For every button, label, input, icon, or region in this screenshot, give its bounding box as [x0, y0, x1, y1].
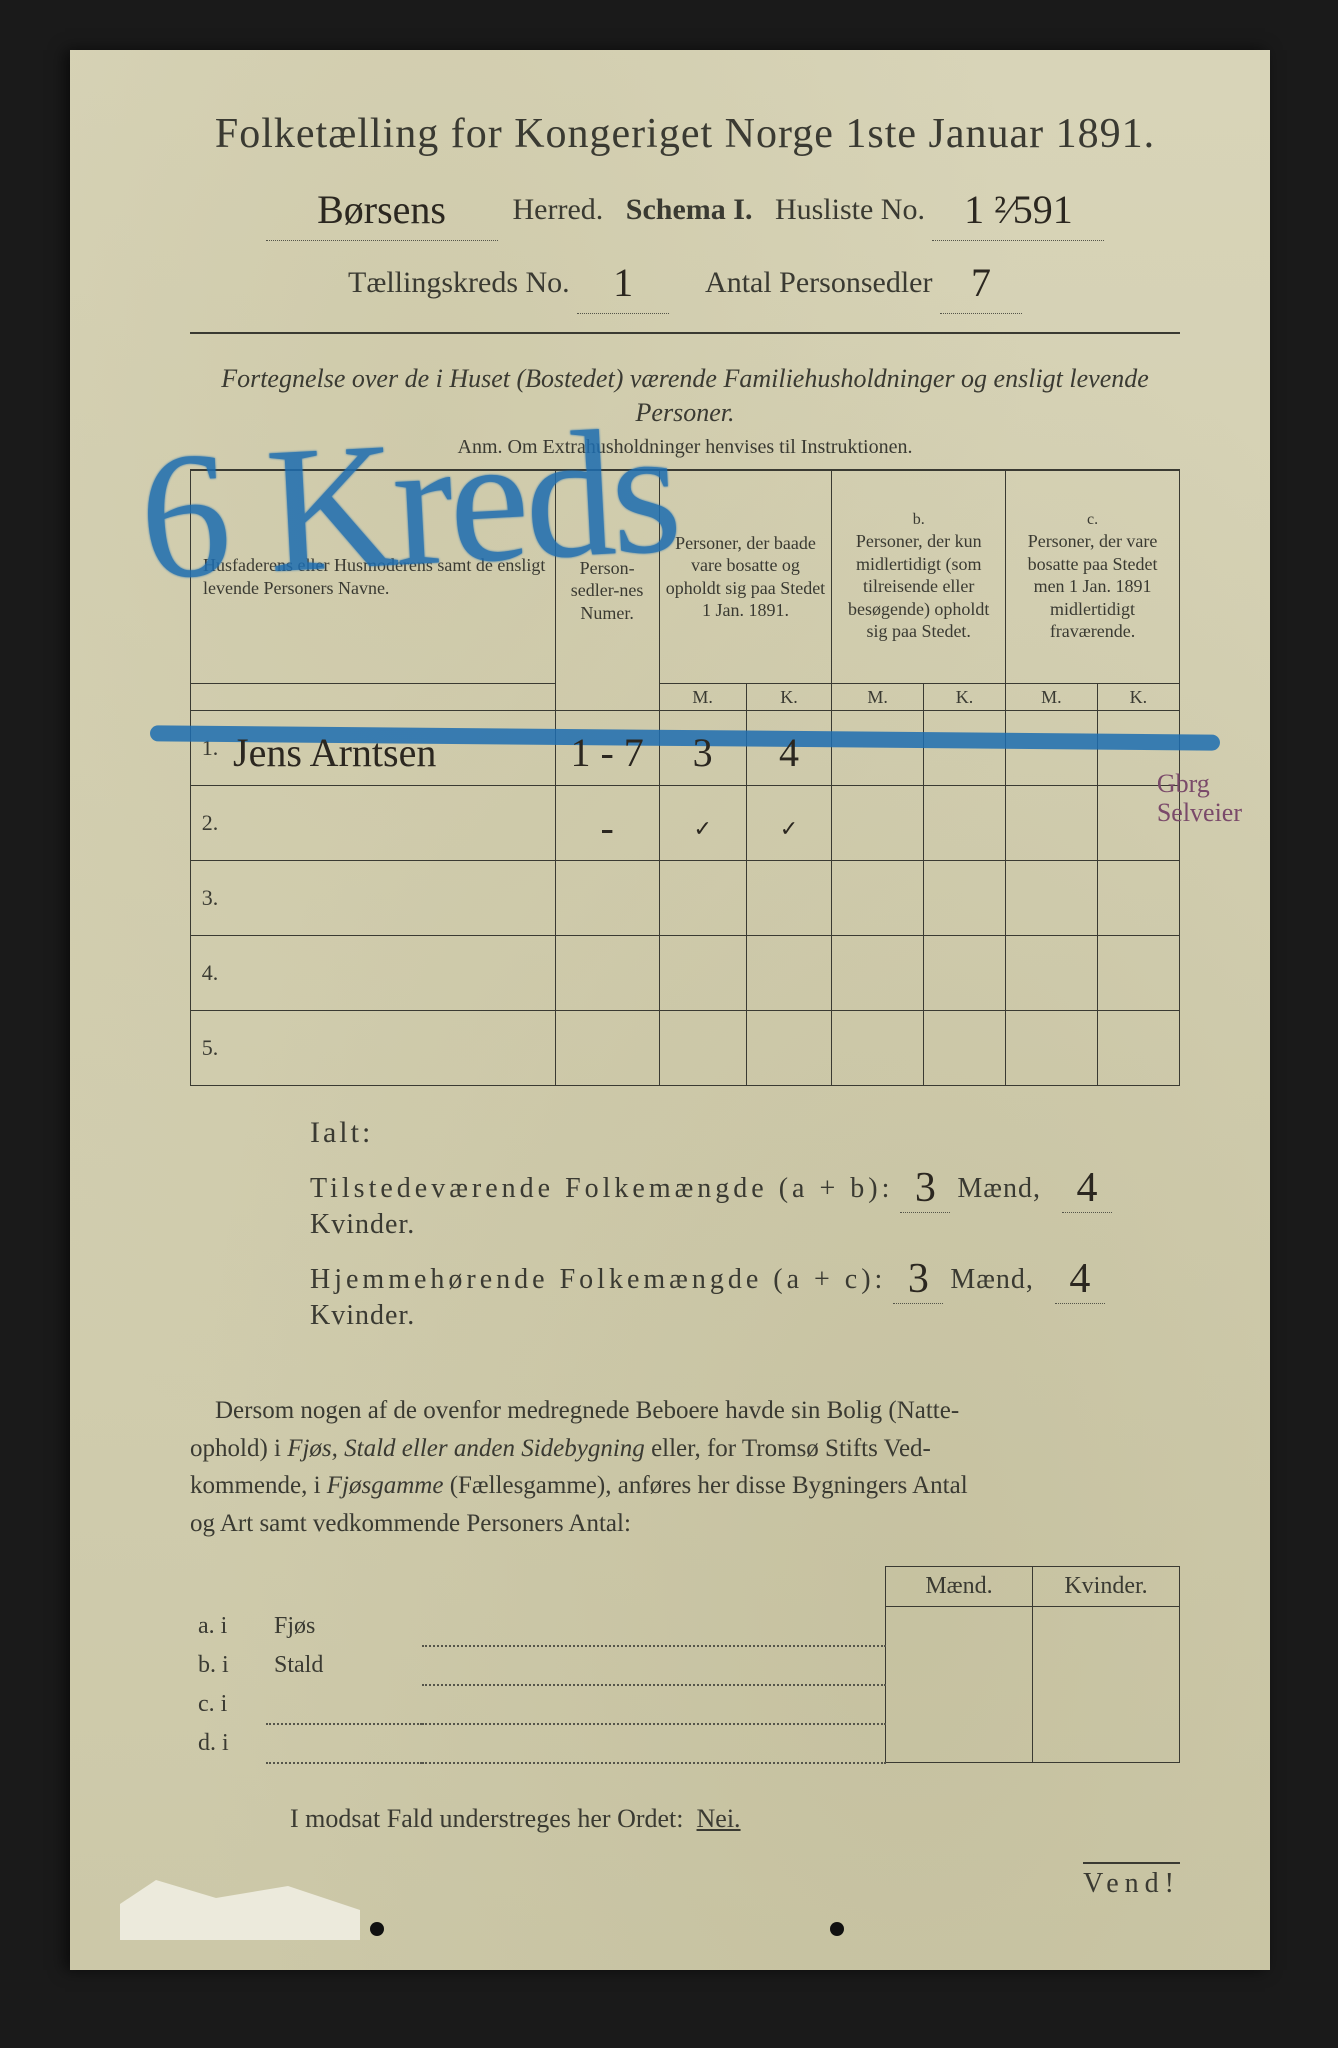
- sub-row: a. i Fjøs: [190, 1607, 1180, 1646]
- totals-heading: Ialt:: [310, 1116, 1180, 1150]
- th-a-k: K.: [746, 683, 832, 711]
- margin-note: Gbrg Selveier: [1157, 770, 1242, 827]
- sub-col-m: Mænd.: [886, 1567, 1033, 1607]
- outbuilding-table: Mænd. Kvinder. a. i Fjøs b. i Stald c. i…: [190, 1566, 1180, 1764]
- census-form-page: Folketælling for Kongeriget Norge 1ste J…: [70, 50, 1270, 1970]
- row1-name: Jens Arntsen: [233, 729, 436, 776]
- th-b-k: K.: [923, 683, 1005, 711]
- total-row1-label: Tilstedeværende Folkemængde (a + b):: [310, 1173, 893, 1205]
- total-row2-m: 3: [893, 1255, 943, 1304]
- total-row2-label: Hjemmehørende Folkemængde (a + c):: [310, 1264, 886, 1296]
- antal-label: Antal Personsedler: [705, 266, 932, 299]
- row2-numer: -: [600, 804, 613, 851]
- header-line-2: Børsens Herred. Schema I. Husliste No. 1…: [190, 176, 1180, 237]
- household-table: Husfaderens eller Husmoderens samt de en…: [190, 470, 1180, 1087]
- intro-text: Fortegnelse over de i Huset (Bostedet) v…: [190, 362, 1180, 430]
- vend-label: Vend!: [1083, 1862, 1180, 1900]
- row1-a-m: 3: [693, 729, 713, 776]
- total-row1-k: 4: [1062, 1164, 1112, 1213]
- header-line-3: Tællingskreds No. 1 Antal Personsedler 7: [190, 249, 1180, 310]
- th-c-k: K.: [1097, 683, 1179, 711]
- nei-word: Nei.: [697, 1804, 741, 1833]
- husliste-handwritten: 1 ²⁄591: [932, 180, 1104, 241]
- sub-row: b. i Stald: [190, 1646, 1180, 1685]
- anm-text: Anm. Om Extrahusholdninger henvises til …: [190, 436, 1180, 459]
- divider: [190, 332, 1180, 334]
- th-c: c. Personer, der vare bosatte paa Stedet…: [1006, 470, 1180, 683]
- row1-a-k: 4: [779, 729, 799, 776]
- husliste-label: Husliste No.: [775, 193, 925, 226]
- hole-punch-dot: [830, 1922, 844, 1936]
- th-a: Personer, der baade vare bosatte og opho…: [659, 470, 832, 683]
- nei-line: I modsat Fald understreges her Ordet: Ne…: [190, 1804, 1180, 1834]
- table-row: 3.: [191, 861, 1180, 936]
- th-c-m: M.: [1006, 683, 1098, 711]
- body-paragraph: Dersom nogen af de ovenfor medregnede Be…: [190, 1392, 1180, 1542]
- table-row: 4.: [191, 936, 1180, 1011]
- sub-row: d. i: [190, 1724, 1180, 1763]
- paper-tear: [120, 1880, 360, 1940]
- table-row: 2. - ✓ ✓: [191, 786, 1180, 861]
- schema-label: Schema I.: [626, 193, 753, 226]
- th-b: b. Personer, der kun midlertidigt (som t…: [832, 470, 1006, 683]
- th-a-m: M.: [659, 683, 746, 711]
- antal-handwritten: 7: [940, 253, 1022, 314]
- page-title: Folketælling for Kongeriget Norge 1ste J…: [190, 110, 1180, 158]
- sub-col-k: Kvinder.: [1033, 1567, 1180, 1607]
- kreds-label: Tællingskreds No.: [348, 266, 570, 299]
- th-numer: Person-sedler-nes Numer.: [555, 470, 659, 711]
- th-name: Husfaderens eller Husmoderens samt de en…: [191, 470, 556, 683]
- table-row: 5.: [191, 1011, 1180, 1086]
- hole-punch-dot: [370, 1922, 384, 1936]
- table-row: 1. Jens Arntsen 1 - 7 3 4: [191, 711, 1180, 786]
- totals-block: Ialt: Tilstedeværende Folkemængde (a + b…: [190, 1116, 1180, 1332]
- row1-numer: 1 - 7: [570, 729, 643, 776]
- kreds-handwritten: 1: [577, 253, 669, 314]
- herred-handwritten: Børsens: [266, 180, 498, 241]
- sub-row: c. i: [190, 1685, 1180, 1724]
- total-row2-k: 4: [1055, 1255, 1105, 1304]
- herred-label: Herred.: [513, 193, 604, 226]
- total-row1-m: 3: [900, 1164, 950, 1213]
- th-b-m: M.: [832, 683, 924, 711]
